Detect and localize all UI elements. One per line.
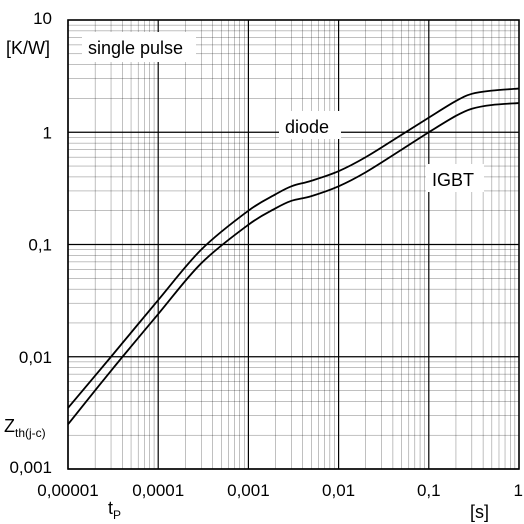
x-unit-label: [s] xyxy=(470,502,489,522)
y-tick-label: 0,01 xyxy=(19,348,52,367)
y-axis-label-main: Z xyxy=(4,416,15,436)
x-tick-label: 1 xyxy=(514,481,523,500)
y-tick-label: 0,001 xyxy=(9,458,52,477)
x-axis-label-main: t xyxy=(108,498,113,518)
x-tick-label: 0,1 xyxy=(417,481,441,500)
annotation-box xyxy=(82,32,196,62)
x-tick-label: 0,0001 xyxy=(132,481,184,500)
x-tick-label: 0,001 xyxy=(227,481,270,500)
x-axis-label-sub: P xyxy=(113,508,121,522)
annotations: single pulse diode IGBT [K/W] Zth(j-c) t… xyxy=(4,32,489,522)
x-tick-label: 0,00001 xyxy=(37,481,98,500)
series-line-diode xyxy=(67,87,520,409)
y-axis-label-sub: th(j-c) xyxy=(15,426,46,440)
grid xyxy=(67,20,519,470)
series-line-igbt xyxy=(67,102,520,425)
plot-frame xyxy=(67,19,520,470)
series-label-bg-diode xyxy=(279,111,341,139)
y-tick-label: 1 xyxy=(43,123,52,142)
series-label-bg-igbt xyxy=(426,164,484,192)
y-axis-label: Zth(j-c) xyxy=(4,416,46,440)
tick-labels: 0,00001 0,0001 0,001 0,01 0,1 1 0,001 0,01 0,1 1 1… xyxy=(9,9,523,500)
y-tick-label: 10 xyxy=(33,9,52,28)
x-axis-label: tP xyxy=(108,498,121,522)
series-lines xyxy=(67,87,520,425)
series-label-diode: diode xyxy=(285,117,329,137)
y-unit-label: [K/W] xyxy=(6,38,50,58)
series-label-igbt: IGBT xyxy=(432,170,474,190)
annotation-single-pulse: single pulse xyxy=(88,38,183,58)
x-tick-label: 0,01 xyxy=(322,481,355,500)
y-tick-label: 0,1 xyxy=(28,236,52,255)
